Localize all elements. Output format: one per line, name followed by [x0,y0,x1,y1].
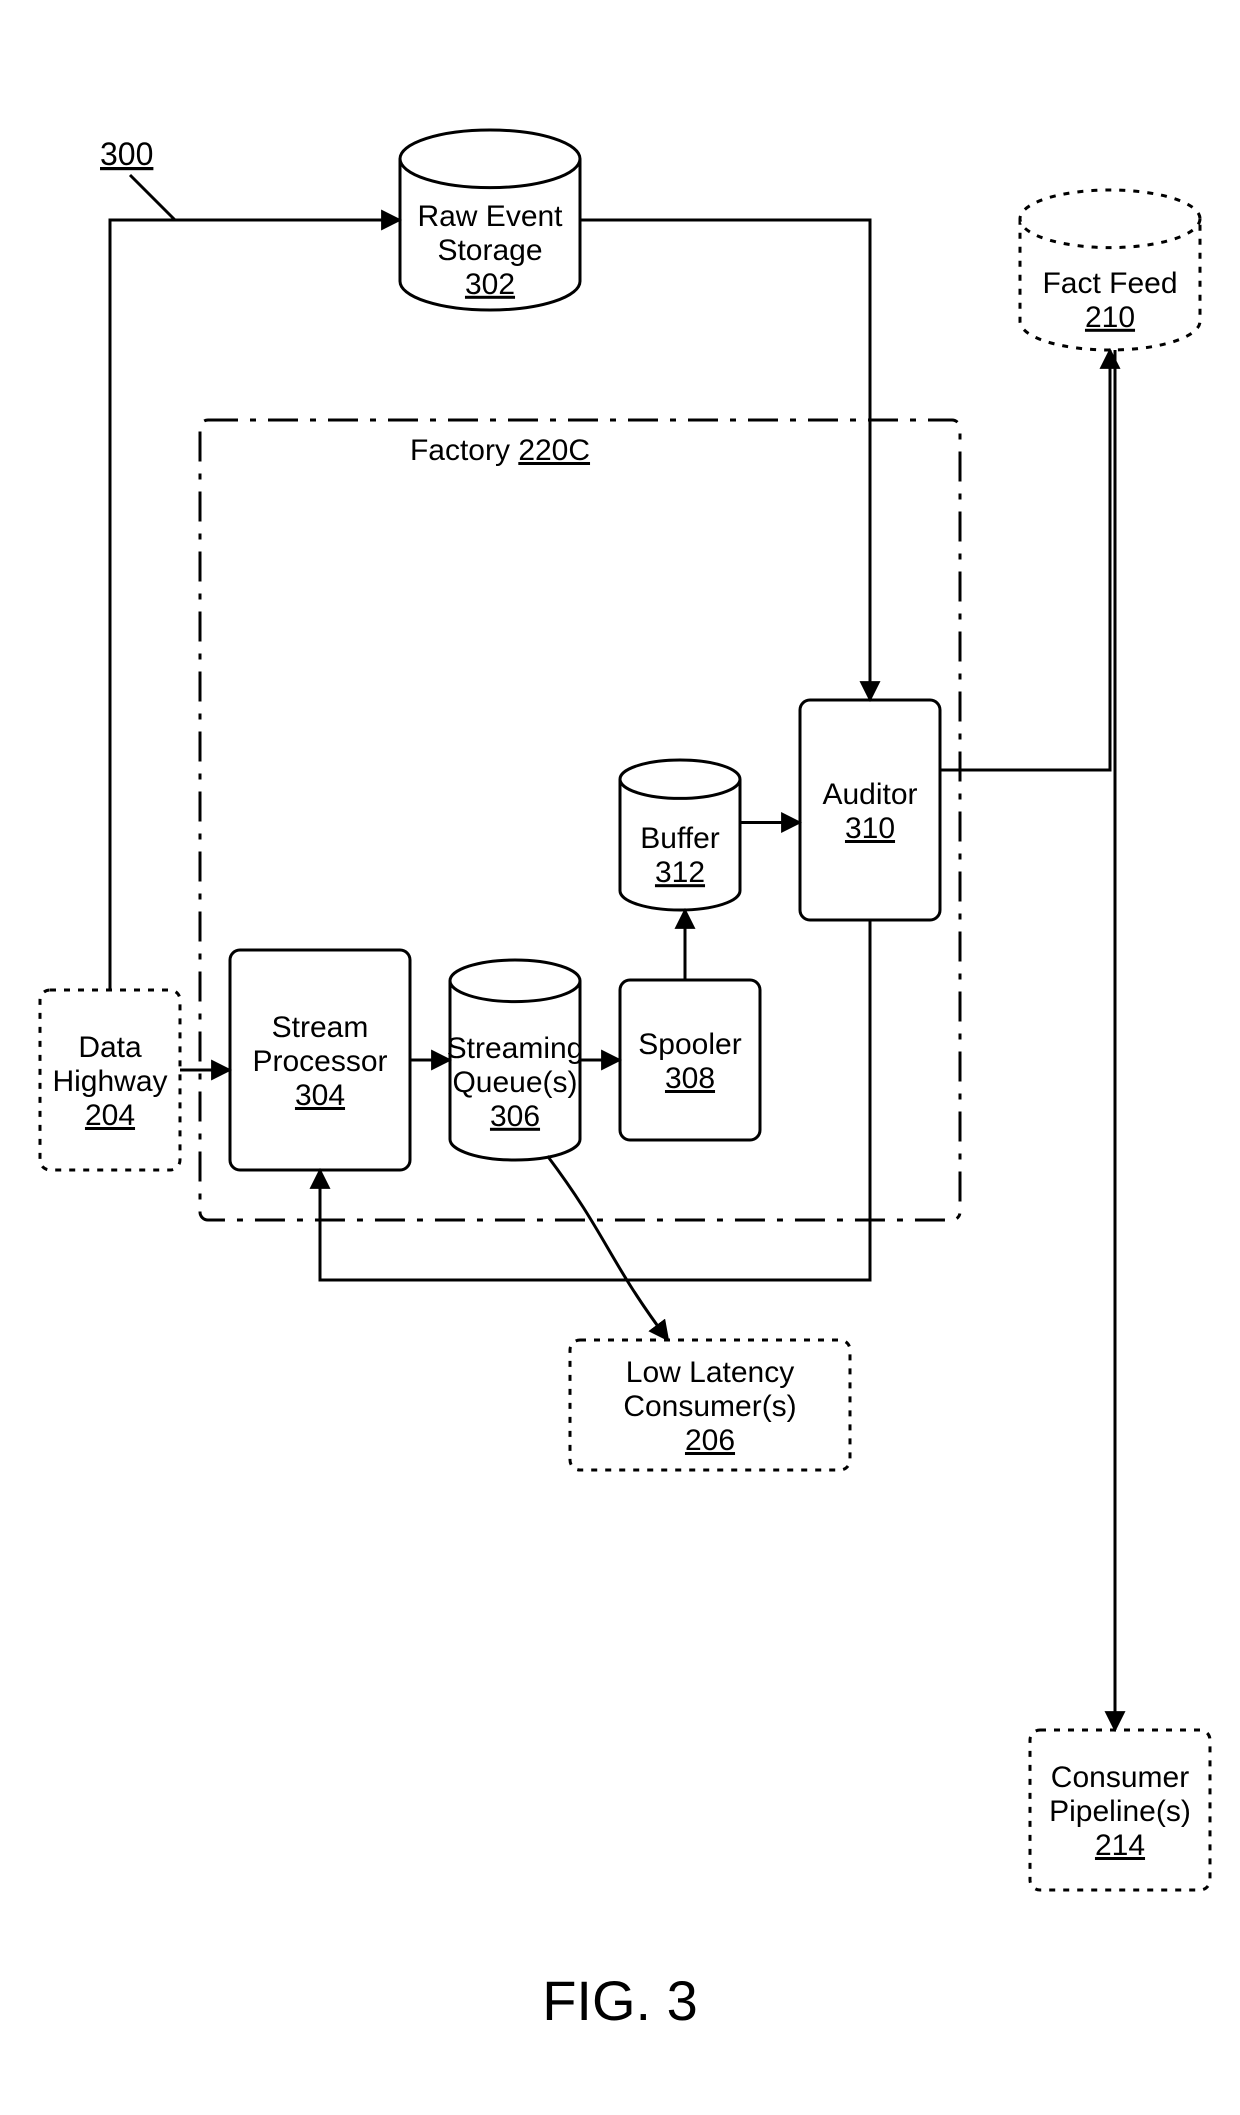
node-consumer_pipe: ConsumerPipeline(s)214 [1030,1730,1210,1890]
node-auditor-num: 310 [845,812,895,845]
edge-auditor-fact_feed [940,350,1110,770]
ref-leader [130,175,175,220]
node-raw_event-label-1: Storage [437,234,542,267]
node-auditor-label-0: Auditor [822,778,917,811]
node-streaming_q: StreamingQueue(s)306 [447,960,584,1160]
node-low_latency: Low LatencyConsumer(s)206 [570,1340,850,1470]
node-stream_proc: StreamProcessor304 [230,950,410,1170]
node-data_highway-label-1: Highway [52,1065,167,1098]
figure-label: FIG. 3 [542,1969,698,2032]
node-fact_feed-label-0: Fact Feed [1042,267,1177,300]
node-raw_event-num: 302 [465,268,515,301]
node-data_highway-num: 204 [85,1099,135,1132]
node-buffer-num: 312 [655,856,705,889]
node-low_latency-label-1: Consumer(s) [623,1390,796,1423]
node-low_latency-label-0: Low Latency [626,1356,794,1389]
node-fact_feed-num: 210 [1085,301,1135,334]
node-streaming_q-label-1: Queue(s) [452,1066,577,1099]
node-fact_feed: Fact Feed210 [1020,190,1200,350]
edge-streaming_q-low_latency [548,1156,669,1340]
edge-raw_event-auditor [580,220,870,700]
node-streaming_q-label-0: Streaming [447,1032,584,1065]
figure-ref-number: 300 [100,136,153,172]
node-consumer_pipe-num: 214 [1095,1829,1145,1862]
node-stream_proc-label-1: Processor [252,1045,387,1078]
node-auditor: Auditor310 [800,700,940,920]
node-consumer_pipe-label-0: Consumer [1051,1761,1189,1794]
node-raw_event: Raw EventStorage302 [400,130,580,310]
node-data_highway: DataHighway204 [40,990,180,1170]
node-low_latency-num: 206 [685,1424,735,1457]
node-stream_proc-label-0: Stream [272,1011,369,1044]
node-consumer_pipe-label-1: Pipeline(s) [1049,1795,1191,1828]
node-buffer-label-0: Buffer [640,822,720,855]
node-raw_event-label-0: Raw Event [417,200,563,233]
node-spooler: Spooler308 [620,980,760,1140]
node-buffer: Buffer312 [620,760,740,910]
node-data_highway-label-0: Data [78,1031,142,1064]
node-streaming_q-num: 306 [490,1100,540,1133]
factory-label: Factory 220C [410,434,590,467]
node-spooler-label-0: Spooler [638,1028,741,1061]
node-stream_proc-num: 304 [295,1079,345,1112]
node-spooler-num: 308 [665,1062,715,1095]
edge-data_highway-raw_event [110,220,400,990]
